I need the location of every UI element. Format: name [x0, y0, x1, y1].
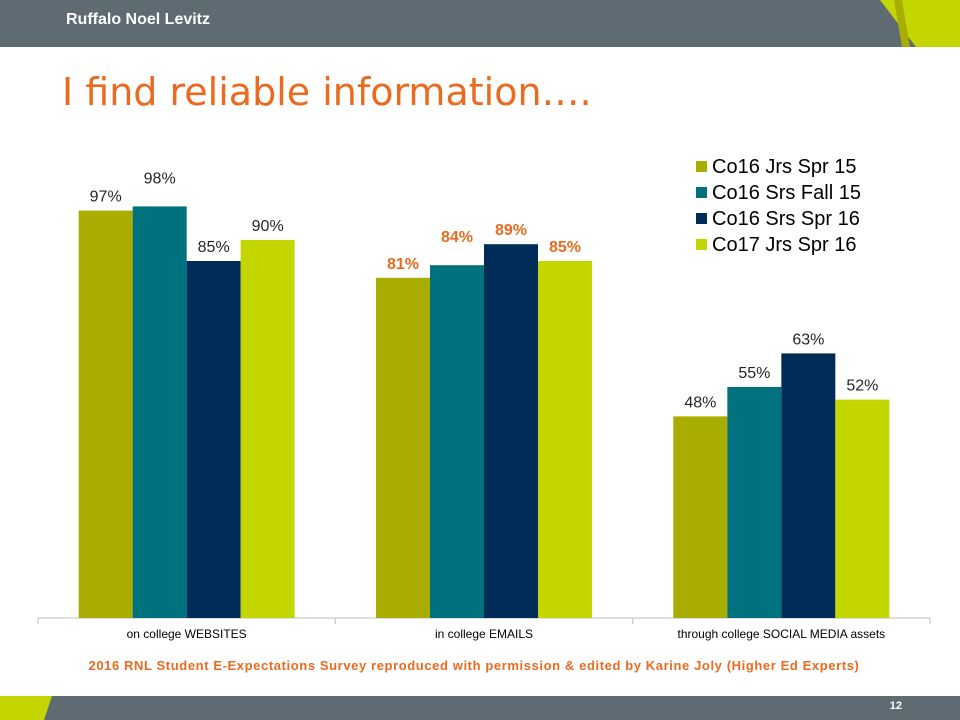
- x-tick-label: through college SOCIAL MEDIA assets: [678, 627, 886, 641]
- source-note: 2016 RNL Student E-Expectations Survey r…: [88, 658, 860, 673]
- bar: [727, 387, 782, 618]
- legend-swatch: [696, 239, 707, 250]
- data-label: 90%: [252, 218, 284, 235]
- page-number: 12: [889, 700, 902, 712]
- data-label: 85%: [549, 239, 581, 256]
- bar: [240, 240, 295, 618]
- bar: [186, 261, 241, 618]
- data-label: 81%: [387, 256, 419, 273]
- data-label: 48%: [684, 394, 716, 411]
- data-label: 84%: [441, 229, 473, 246]
- data-label: 98%: [144, 170, 176, 187]
- legend-label: Co17 Jrs Spr 16: [712, 234, 857, 256]
- data-label: 85%: [198, 239, 230, 256]
- data-label: 63%: [792, 331, 824, 348]
- bar: [484, 244, 538, 618]
- data-label: 52%: [846, 378, 878, 395]
- bar-chart: 97% 98% 85% 90% on college WEBSITES 81% 84% 89%…: [37, 156, 931, 641]
- legend-label: Co16 Srs Spr 16: [712, 208, 860, 230]
- data-label: 89%: [495, 222, 527, 239]
- header-decoration: [880, 0, 960, 47]
- x-tick-label: on college WEBSITES: [127, 627, 247, 641]
- bar: [132, 206, 187, 618]
- x-tick-label: in college EMAILS: [435, 627, 533, 641]
- bar: [835, 399, 890, 618]
- bar: [538, 261, 592, 618]
- page-title: I find reliable information….: [62, 70, 592, 114]
- legend-label: Co16 Jrs Spr 15: [712, 156, 857, 178]
- bar: [376, 277, 430, 618]
- bar: [673, 416, 728, 618]
- bar: [430, 265, 484, 618]
- bar: [781, 353, 836, 618]
- footer-bar: [0, 696, 960, 720]
- legend-label: Co16 Srs Fall 15: [712, 182, 861, 204]
- legend-swatch: [696, 161, 707, 172]
- data-label: 97%: [90, 189, 122, 206]
- brand-name: Ruffalo Noel Levitz: [66, 11, 211, 28]
- header-bar: [0, 0, 960, 47]
- legend-swatch: [696, 187, 707, 198]
- legend-swatch: [696, 213, 707, 224]
- footer-decoration: [0, 696, 52, 720]
- data-label: 55%: [738, 365, 770, 382]
- bar: [78, 210, 133, 618]
